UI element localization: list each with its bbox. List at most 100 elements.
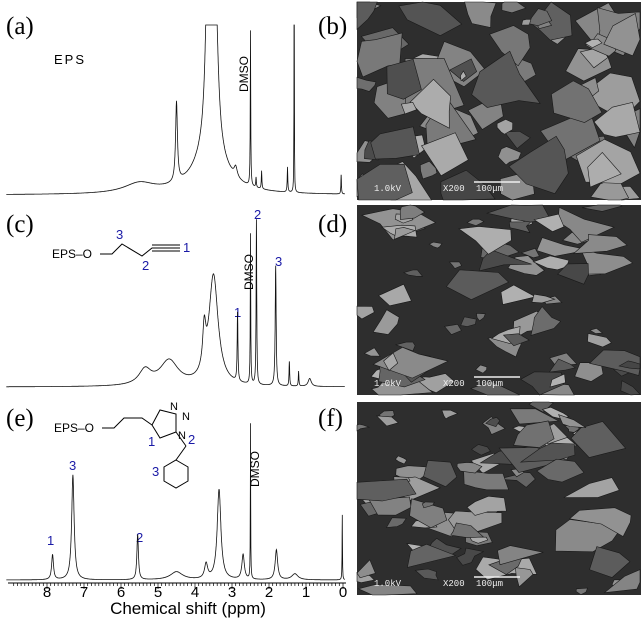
sem-magnification: X200 — [443, 184, 465, 194]
panel-label: (f) — [318, 405, 343, 432]
sem-particle — [603, 569, 641, 594]
sem-image: 1.0kV X200 100μm — [356, 401, 641, 596]
sem-particle — [471, 444, 491, 456]
x-axis-title: Chemical shift (ppm) — [110, 599, 266, 618]
nmr-spectrum — [6, 423, 345, 581]
sem-particle — [532, 1, 573, 41]
sem-particle — [529, 8, 553, 27]
sem-particle — [449, 58, 478, 82]
sem-particle — [589, 327, 604, 334]
sem-particle — [428, 241, 443, 249]
sem-particle — [563, 477, 620, 498]
sem-particle — [536, 458, 585, 483]
sem-particle — [508, 135, 569, 194]
sem-particle — [441, 409, 459, 420]
sem-particle — [509, 408, 560, 425]
sem-particle — [584, 38, 603, 49]
sem-particle — [448, 261, 463, 269]
solvent-label: DMSO — [248, 451, 262, 487]
sem-particle — [497, 146, 522, 166]
peak-label: 3 — [275, 254, 282, 269]
sem-particle — [407, 543, 457, 568]
sem-particle — [587, 151, 622, 188]
x-tick-label: 5 — [154, 584, 162, 601]
position-label: 2 — [142, 258, 149, 273]
position-label: 1 — [183, 240, 190, 255]
sem-scale: 100μm — [476, 379, 503, 389]
sem-particle — [356, 76, 377, 92]
sem-image: 1.0kV X200 100μm — [356, 204, 641, 396]
sem-particle — [549, 373, 566, 388]
sem-particle — [603, 13, 641, 57]
sem-voltage: 1.0kV — [374, 184, 402, 194]
sem-particle — [498, 471, 536, 488]
sem-particle — [557, 263, 589, 285]
x-tick-label: 8 — [43, 584, 51, 601]
position-label: 3 — [116, 227, 123, 242]
sem-particle — [356, 32, 403, 78]
sem-particle — [485, 417, 501, 427]
sem-particle — [460, 316, 477, 327]
panel-label: (a) — [6, 13, 34, 40]
position-label: 3 — [152, 464, 159, 479]
sem-particle — [466, 495, 507, 516]
sem-particle — [414, 568, 439, 581]
sem-particle — [520, 371, 565, 396]
sem-particle — [409, 498, 448, 529]
sem-particle — [576, 247, 634, 275]
x-tick-label: 4 — [191, 584, 199, 601]
sem-particle — [402, 269, 424, 277]
sem-particle — [356, 305, 375, 320]
sem-particle — [502, 333, 530, 347]
bond — [175, 445, 187, 461]
panel-label: (d) — [318, 211, 347, 238]
sem-scale: 100μm — [476, 184, 503, 194]
sem-particle — [489, 25, 531, 67]
sem-particle — [593, 101, 641, 138]
sem-particle — [475, 364, 488, 374]
panel-label: (b) — [318, 13, 347, 40]
sem-particle — [370, 126, 420, 160]
sem-particle — [531, 293, 556, 304]
sem-particle — [568, 507, 632, 537]
sem-particle — [445, 269, 510, 301]
sem-particle — [363, 347, 381, 357]
sem-particle — [469, 380, 520, 396]
panel-label: (e) — [6, 405, 34, 432]
sem-particle — [588, 349, 641, 376]
sem-particle — [423, 460, 458, 488]
sem-particle — [372, 309, 400, 335]
sem-particle — [513, 420, 555, 448]
solvent-label: DMSO — [237, 56, 251, 92]
sem-particle — [356, 478, 417, 502]
sem-particle — [398, 1, 463, 37]
sem-voltage: 1.0kV — [374, 579, 402, 589]
atom-label: N — [182, 411, 190, 423]
sem-particle — [450, 522, 485, 539]
sem-particle — [456, 547, 485, 566]
position-label: 2 — [188, 432, 195, 447]
sem-particle — [400, 101, 418, 115]
sem-particle — [386, 58, 422, 100]
nmr-spectrum — [6, 24, 345, 195]
benzene-ring — [163, 459, 189, 489]
bond — [175, 431, 187, 447]
sem-particle — [548, 358, 576, 373]
sem-particle — [399, 204, 426, 220]
sem-particle — [575, 587, 589, 596]
nmr-spectrum — [6, 219, 345, 388]
sem-particle — [357, 584, 418, 596]
peak-label: 3 — [69, 458, 76, 473]
chain-bond — [100, 243, 180, 257]
structure-group: EPS–O — [54, 421, 94, 435]
sem-particle — [421, 132, 469, 177]
sem-voltage: 1.0kV — [374, 379, 402, 389]
sem-particle — [466, 218, 485, 226]
sem-particle — [530, 306, 562, 336]
sem-particle — [460, 70, 467, 82]
sem-particle — [471, 50, 541, 108]
chain-bond — [102, 417, 153, 429]
position-label: 1 — [148, 434, 155, 449]
sem-particle — [394, 455, 408, 465]
sem-particle — [394, 341, 416, 352]
